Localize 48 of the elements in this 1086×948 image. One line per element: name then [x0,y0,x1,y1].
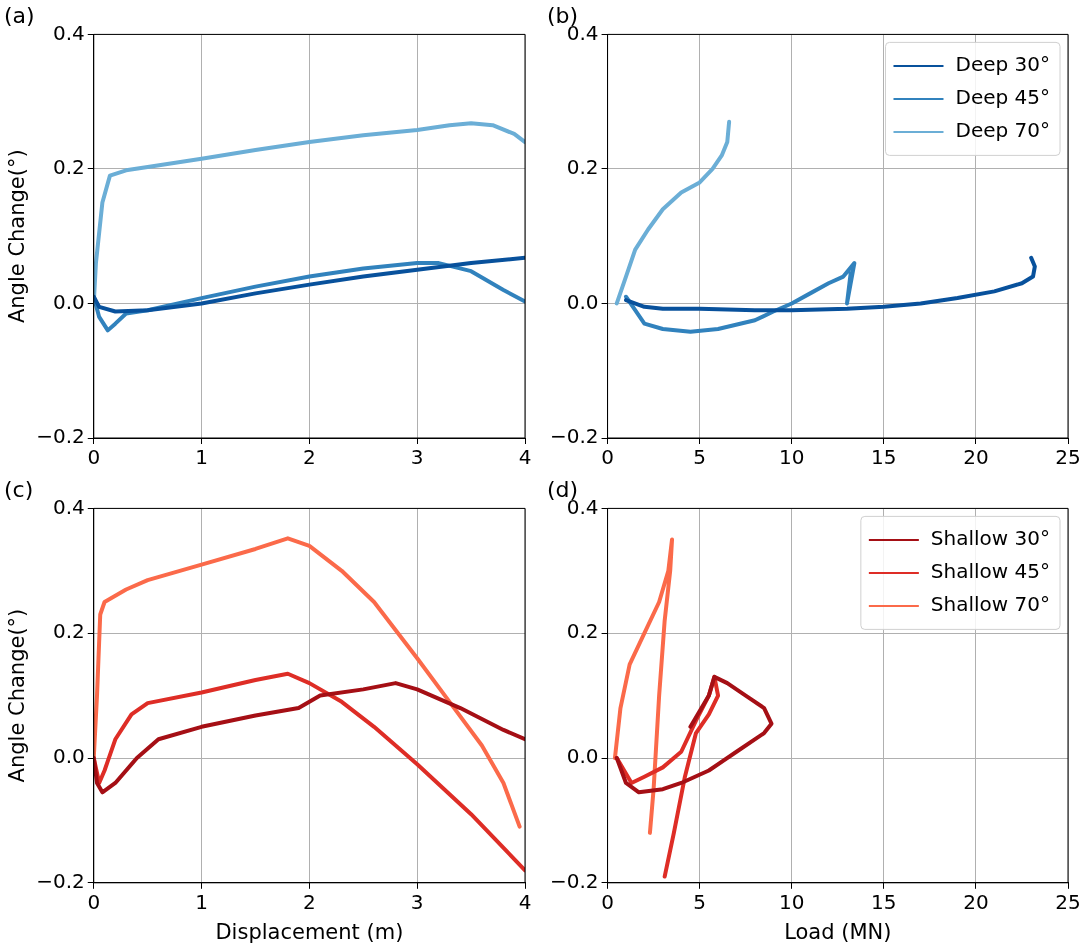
x-tick-label: 4 [518,445,532,470]
legend-label: Shallow 70° [930,592,1050,617]
x-tick-label: 4 [518,890,532,914]
legend-label: Deep 45° [955,85,1050,110]
y-tick-label: 0.2 [52,619,85,644]
x-tick-label: 0 [601,445,614,470]
y-tick-label: 0.4 [52,494,85,519]
x-tick-label: 2 [303,445,316,470]
x-tick-label: 5 [693,890,707,914]
x-tick-label: 0 [87,445,101,470]
x-tick-label: 5 [693,445,707,470]
y-tick-label: 0.0 [566,289,599,314]
y-axis-title: Angle Change(°) [5,608,30,783]
x-tick-label: 3 [410,445,424,470]
x-tick-label: 2 [303,890,316,914]
y-tick-label: 0.0 [52,744,85,769]
x-axis-title: Load (MN) [784,919,892,944]
y-tick-label: −0.2 [549,869,599,893]
y-tick-label: 0.0 [566,744,599,769]
chart-title: (c) [4,476,34,502]
y-tick-label: −0.2 [36,424,85,449]
x-tick-label: 15 [871,890,897,914]
x-tick-label: 15 [871,445,897,470]
y-tick-label: 0.4 [52,20,85,45]
x-tick-label: 0 [87,890,101,914]
x-axis-title: Displacement (m) [215,919,404,944]
chart-title: (a) [4,2,35,28]
y-tick-label: −0.2 [549,424,599,449]
x-tick-label: 1 [195,445,208,470]
x-tick-label: 20 [963,445,989,470]
x-tick-label: 10 [779,890,805,914]
legend-label: Deep 30° [955,52,1050,77]
x-tick-label: 3 [410,890,424,914]
y-axis-title: Angle Change(°) [5,149,30,324]
x-tick-label: 25 [1055,890,1081,914]
x-tick-label: 0 [601,890,614,914]
y-tick-label: −0.2 [36,869,85,893]
legend-label: Deep 70° [955,118,1050,143]
y-tick-label: 0.2 [566,155,599,180]
y-tick-label: 0.2 [52,155,85,180]
x-tick-label: 20 [963,890,989,914]
x-tick-label: 1 [195,890,208,914]
x-tick-label: 10 [779,445,805,470]
y-tick-label: 0.2 [566,619,599,644]
legend-label: Shallow 45° [930,559,1050,584]
y-tick-label: 0.0 [52,289,85,314]
x-tick-label: 25 [1055,445,1081,470]
legend-label: Shallow 30° [930,526,1050,551]
